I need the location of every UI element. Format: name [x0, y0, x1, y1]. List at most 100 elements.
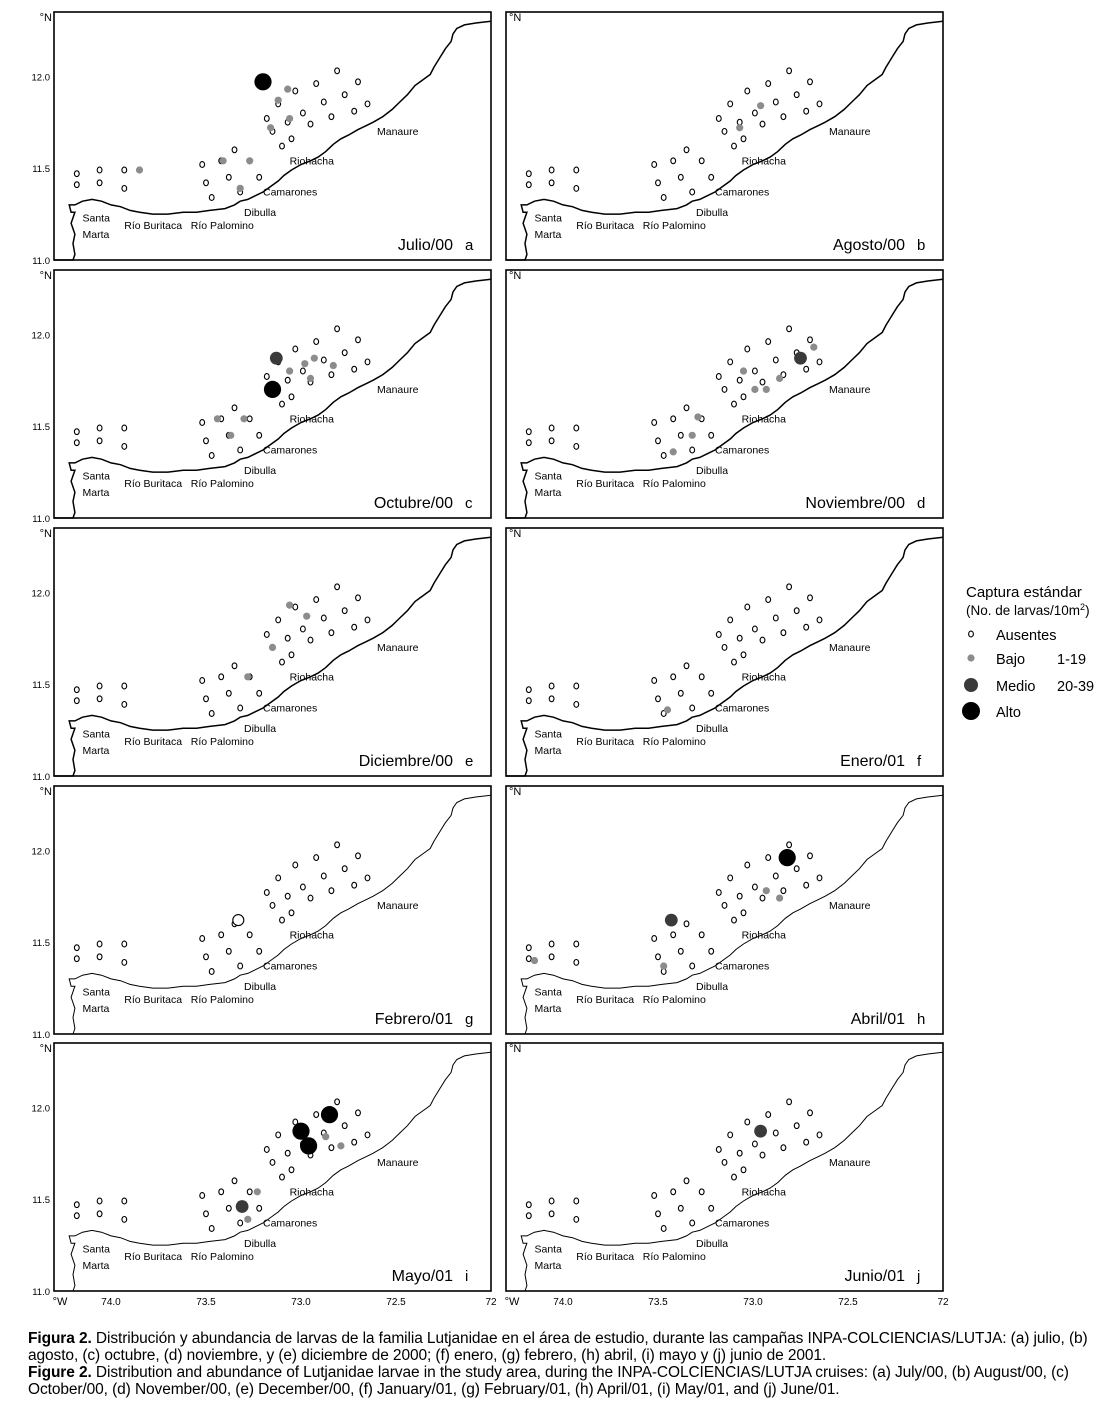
station-ausente-marker: [548, 166, 555, 174]
panel-letter: f: [917, 753, 922, 770]
station-ausente-marker: [525, 181, 532, 189]
station-ausente-marker: [73, 686, 80, 694]
lon-tick-label: 73.0: [743, 1297, 763, 1308]
station-ausente-marker: [225, 173, 232, 181]
station-ausente-marker: [334, 841, 341, 849]
station-ausente-marker: [328, 1144, 335, 1152]
station-ausente-marker: [275, 874, 282, 882]
lat-unit-label: °N: [40, 1043, 52, 1055]
station-ausente-marker: [199, 419, 206, 426]
station-ausente-marker: [96, 1197, 103, 1205]
lat-tick-label: 12.0: [32, 330, 51, 341]
station-ausente-marker: [292, 603, 299, 611]
station-ausente-marker: [573, 700, 580, 708]
station-ausente-marker: [660, 452, 667, 459]
legend-bajo-range: 1-19: [1057, 652, 1086, 668]
place-marta-label: Marta: [535, 487, 562, 499]
station-medio-marker: [794, 351, 807, 365]
place-palomino-label: Río Palomino: [191, 1251, 254, 1263]
place-manaure-label: Manaure: [377, 384, 419, 396]
place-riohacha-label: Riohacha: [742, 929, 787, 941]
station-ausente-marker: [355, 1109, 361, 1117]
station-ausente-marker: [364, 1131, 371, 1139]
panel-letter: d: [917, 495, 925, 512]
coastline: [54, 1051, 492, 1292]
station-bajo-marker: [688, 431, 696, 439]
station-ausente-marker: [525, 428, 532, 436]
station-bajo-marker: [227, 431, 235, 439]
station-ausente-marker: [573, 1197, 580, 1205]
lon-tick-label: 72: [485, 1297, 497, 1308]
lon-tick-label: 74.0: [101, 1297, 121, 1308]
lon-tick-label: 73.5: [196, 1297, 216, 1308]
station-ausente-marker: [96, 437, 103, 445]
station-ausente-marker: [793, 607, 800, 615]
lat-unit-label: °N: [40, 270, 52, 282]
station-ausente-marker: [803, 623, 810, 631]
station-ausente-marker: [548, 437, 555, 445]
station-bajo-marker: [751, 385, 759, 394]
station-bajo-marker: [274, 96, 282, 104]
panel-frame: [505, 269, 944, 519]
station-ausente-marker: [573, 1215, 580, 1223]
station-ausente-marker: [208, 452, 215, 459]
station-ausente-marker: [689, 1219, 696, 1227]
station-ausente-marker: [803, 1138, 810, 1146]
station-ausente-marker: [299, 625, 306, 633]
station-ausente-marker: [772, 356, 779, 364]
map-panel-h: Santa Marta Río Buritaca Río PalominoDibull…: [505, 785, 944, 1035]
station-ausente-marker: [351, 107, 358, 115]
panel-letter: b: [917, 237, 925, 254]
lon-tick-label: 72.5: [386, 1297, 406, 1308]
station-alto-marker: [254, 73, 272, 91]
panel-frame: [53, 785, 492, 1035]
station-ausente-marker: [698, 1188, 705, 1196]
station-ausente-marker: [231, 662, 238, 670]
lat-tick-label: 11.0: [32, 256, 50, 267]
station-ausente-marker: [807, 1109, 813, 1117]
panel-month-label: Febrero/01: [375, 1011, 453, 1028]
station-bajo-marker: [246, 157, 254, 165]
place-santa-label: Santa: [535, 470, 563, 482]
legend-medio-marker: [964, 678, 978, 692]
station-ausente-marker: [715, 115, 722, 122]
station-bajo-marker: [776, 374, 784, 382]
station-ausente-marker: [721, 643, 728, 651]
station-ausente-marker: [548, 1197, 555, 1205]
place-buritaca-label: Río Buritaca: [576, 478, 634, 490]
station-ausente-marker: [670, 415, 677, 423]
station-bajo-marker: [810, 343, 818, 351]
station-bajo-marker: [337, 1142, 345, 1150]
station-ausente-marker: [341, 607, 348, 615]
station-ausente-marker: [573, 424, 580, 432]
station-alto-marker: [292, 1122, 310, 1140]
place-riohacha-label: Riohacha: [290, 671, 335, 683]
station-ausente-marker: [275, 1131, 282, 1139]
place-santa-label: Santa: [535, 728, 563, 740]
map-panel-j: Santa Marta Río Buritaca Río PalominoDibull…: [505, 1042, 949, 1308]
place-palomino-label: Río Palomino: [643, 1251, 706, 1263]
place-marta-label: Marta: [535, 745, 562, 757]
lat-unit-label: °N: [509, 786, 521, 798]
station-ausente-marker: [731, 400, 737, 408]
station-ausente-marker: [121, 682, 128, 690]
station-ausente-marker: [203, 1210, 209, 1218]
station-ausente-marker: [660, 194, 667, 201]
station-ausente-marker: [708, 689, 715, 697]
station-ausente-marker: [328, 887, 335, 895]
lat-tick-label: 11.0: [32, 1030, 50, 1041]
station-bajo-marker: [306, 374, 315, 382]
lat-unit-label: °N: [509, 1043, 521, 1055]
panel-frame: [505, 527, 944, 777]
station-ausente-marker: [744, 861, 751, 869]
station-medio-marker: [235, 1200, 249, 1213]
station-bajo-marker: [244, 673, 252, 681]
station-ausente-marker: [364, 100, 371, 108]
station-ausente-marker: [237, 962, 244, 970]
lat-tick-label: 11.0: [32, 514, 50, 525]
station-medio-marker: [754, 1124, 767, 1138]
panel-month-label: Diciembre/00: [359, 753, 453, 770]
place-dibulla-label: Dibulla: [244, 207, 276, 219]
coastline: [506, 278, 944, 519]
lat-tick-label: 11.0: [32, 772, 50, 783]
